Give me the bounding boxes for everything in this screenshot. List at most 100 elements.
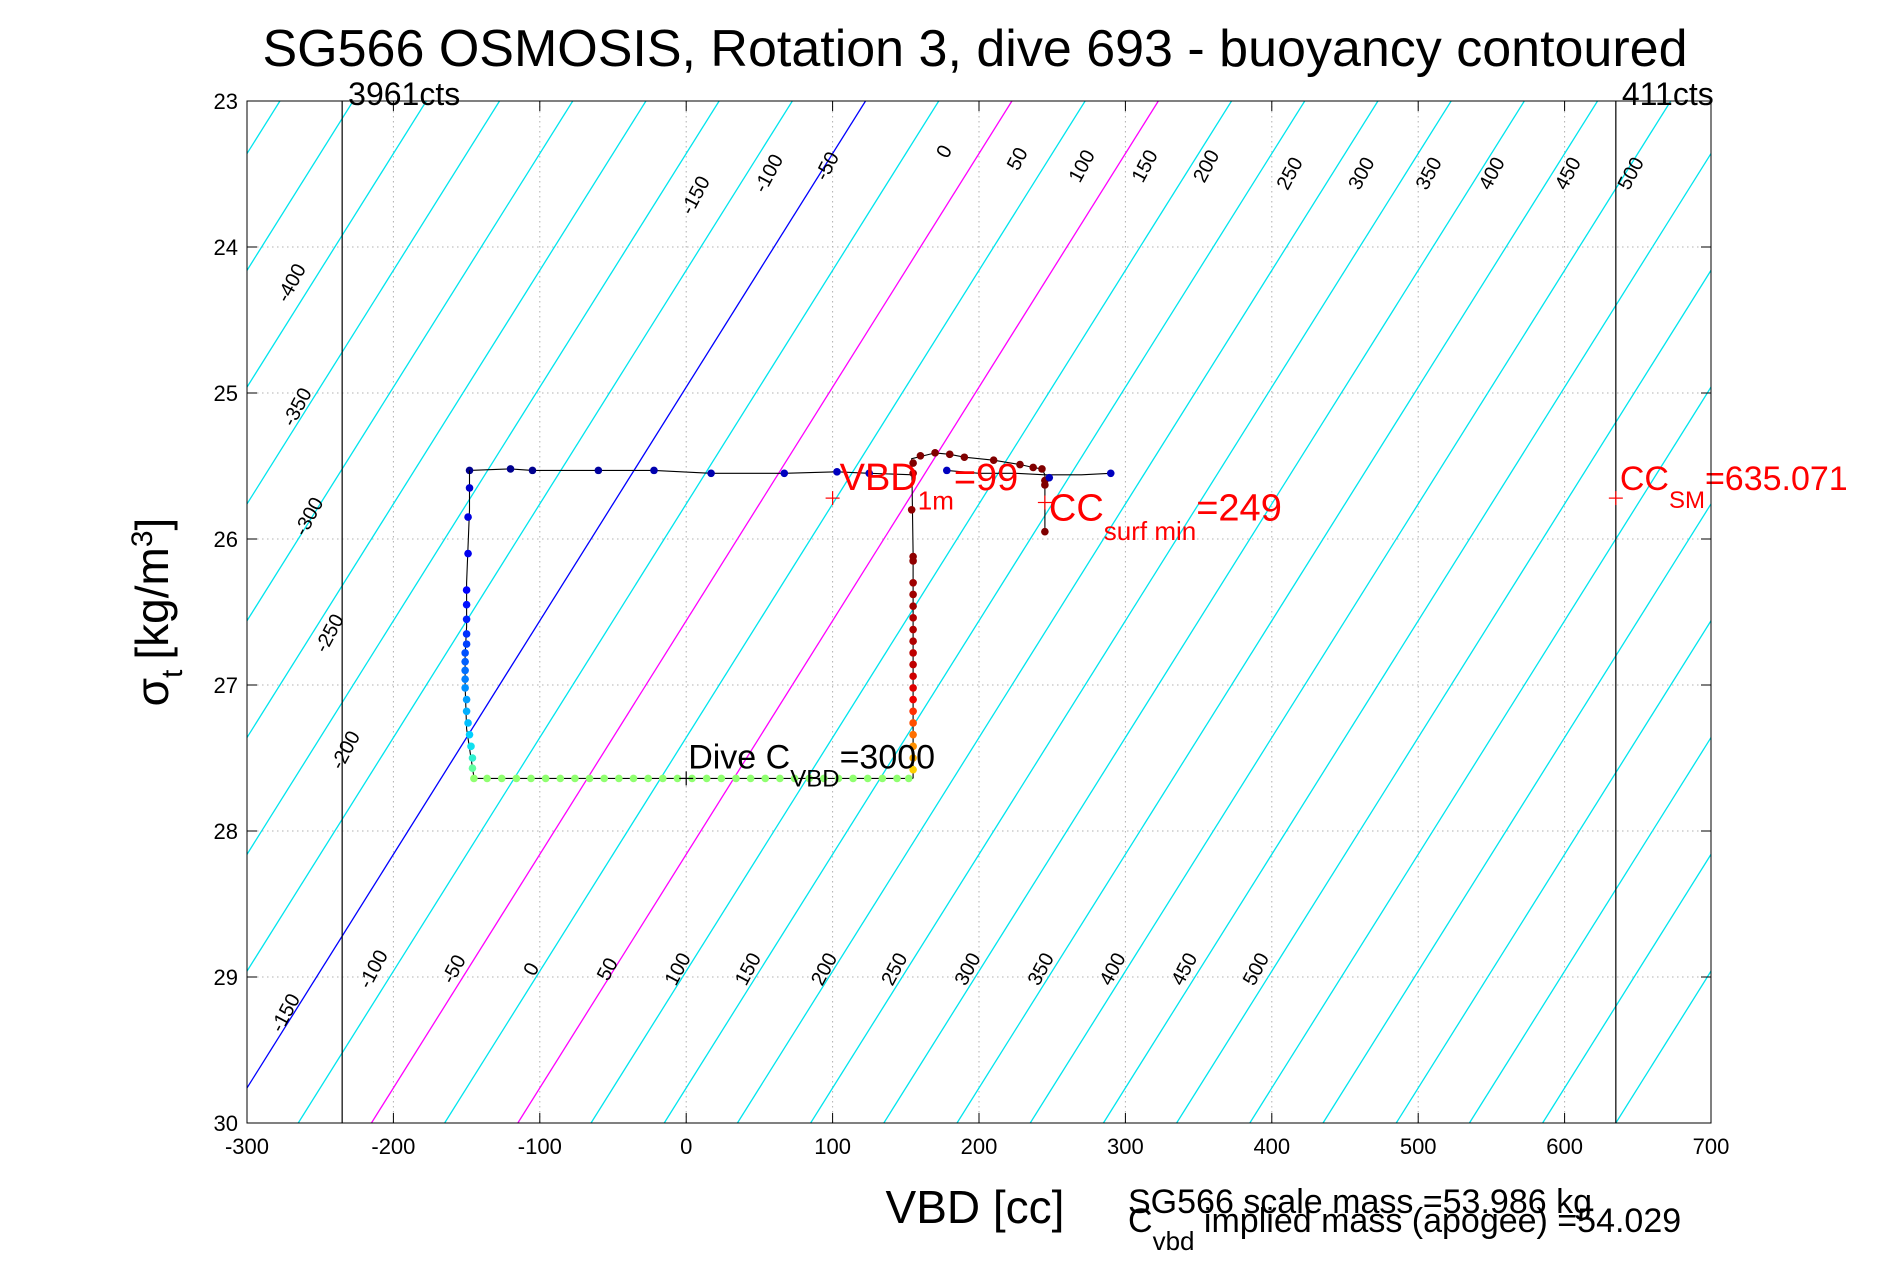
data-point <box>909 672 917 681</box>
x-axis-label: VBD [cc] <box>886 1181 1065 1233</box>
x-tick-label: 0 <box>680 1134 692 1159</box>
data-point <box>556 774 565 783</box>
data-point <box>849 774 857 783</box>
data-point <box>909 590 917 599</box>
annotation-subscript: surf min <box>1104 516 1196 546</box>
buoyancy-contours <box>247 101 1711 1123</box>
data-point <box>909 637 917 645</box>
data-point <box>909 552 917 561</box>
contour-line <box>247 101 501 506</box>
y-axis-label-end: ] <box>126 518 178 531</box>
series-descent-water <box>461 470 477 778</box>
contour-line <box>370 101 1013 1123</box>
annotation-main: CC <box>1049 488 1104 530</box>
count-line-label: 3961cts <box>348 76 460 112</box>
data-point <box>462 630 471 638</box>
data-point <box>464 549 472 558</box>
data-point <box>461 684 469 692</box>
data-point <box>909 625 917 634</box>
data-point <box>909 765 917 774</box>
x-tick-label: 400 <box>1253 1134 1290 1159</box>
annotation-subscript: VBD <box>790 765 839 792</box>
implied-mass-text: implied mass (apogee) =54.029 <box>1194 1202 1681 1240</box>
implied-mass-symbol: C <box>1128 1202 1153 1240</box>
data-point <box>909 579 917 587</box>
x-tick-label: 500 <box>1400 1134 1437 1159</box>
data-point <box>497 774 506 783</box>
x-tick-label: 300 <box>1107 1134 1144 1159</box>
contour-line <box>517 101 1159 1123</box>
data-point <box>909 730 917 739</box>
data-point <box>468 754 477 762</box>
annotation-main: VBD <box>840 457 918 499</box>
data-point <box>909 614 917 622</box>
contour-line <box>663 101 1306 1123</box>
contour-line <box>590 101 1233 1123</box>
data-point <box>470 774 478 783</box>
data-point <box>909 660 917 669</box>
data-point <box>761 774 770 783</box>
data-point <box>1106 469 1115 478</box>
data-point <box>916 451 925 460</box>
contour-line <box>736 101 1379 1123</box>
contour-line <box>1395 619 1711 1123</box>
data-point <box>464 513 472 521</box>
series-line <box>946 469 1111 476</box>
annotation-ccsm: CCSM=635.071 <box>1620 460 1848 514</box>
y-tick-label: 25 <box>214 381 238 406</box>
data-point <box>650 466 658 475</box>
y-axis-label-unit: [kg/m <box>126 547 178 659</box>
contour-line <box>810 101 1452 1123</box>
annotation-ccsurf: CCsurf min=249 <box>1049 488 1282 547</box>
y-tick-label: 29 <box>214 965 238 990</box>
contour-line <box>1322 502 1711 1123</box>
scale-mass-note: SG566 scale mass =53.986 kg <box>1128 1183 1592 1221</box>
data-point <box>673 774 682 783</box>
annotation-value: =3000 <box>840 738 936 776</box>
y-tick-label: 26 <box>214 527 238 552</box>
y-axis-label-subscript: t <box>156 669 189 678</box>
x-tick-label: -300 <box>225 1134 269 1159</box>
data-point <box>644 774 652 783</box>
data-point <box>462 586 471 594</box>
data-point <box>865 469 873 478</box>
data-point <box>960 453 969 462</box>
count-limit-lines: 3961cts 411cts <box>341 76 1714 1123</box>
data-point <box>776 774 784 783</box>
data-point <box>893 774 901 783</box>
data-point <box>462 640 471 648</box>
data-point <box>512 774 521 783</box>
data-point <box>945 450 954 459</box>
contour-line <box>1249 385 1711 1123</box>
series-climb-water <box>907 449 1049 779</box>
data-point <box>461 675 469 683</box>
data-point <box>461 649 469 657</box>
data-point <box>909 707 917 716</box>
y-axis-label: σt [kg/m3] <box>126 518 189 707</box>
x-tick-label: 700 <box>1693 1134 1730 1159</box>
data-point <box>904 774 913 783</box>
data-point <box>461 657 469 666</box>
chart-title: SG566 OSMOSIS, Rotation 3, dive 693 - bu… <box>262 20 1687 78</box>
data-point <box>571 774 579 783</box>
data-point <box>462 600 471 609</box>
y-axis-label-symbol: σ <box>126 678 178 706</box>
contour-line <box>1029 101 1672 1123</box>
series-surface <box>942 466 1115 482</box>
data-point <box>1041 527 1049 536</box>
annotation-subscript: SM <box>1669 487 1705 514</box>
data-point <box>594 466 603 475</box>
data-point <box>461 666 469 675</box>
annotation-main: Dive C <box>688 738 790 776</box>
data-point <box>909 742 917 751</box>
series-apogee <box>470 774 914 783</box>
contour-line <box>444 101 1086 1123</box>
data-point <box>541 774 550 783</box>
x-tick-label: -100 <box>518 1134 562 1159</box>
data-point <box>1038 465 1046 473</box>
x-tick-label: 200 <box>961 1134 998 1159</box>
contour-line <box>1468 736 1711 1123</box>
annotations: VBD1m=99 CCsurf min=249 CCSM=635.071 Dive C… <box>679 457 1848 792</box>
data-point <box>527 774 535 783</box>
annotation-vbd1m: VBD1m=99 <box>840 457 1019 516</box>
